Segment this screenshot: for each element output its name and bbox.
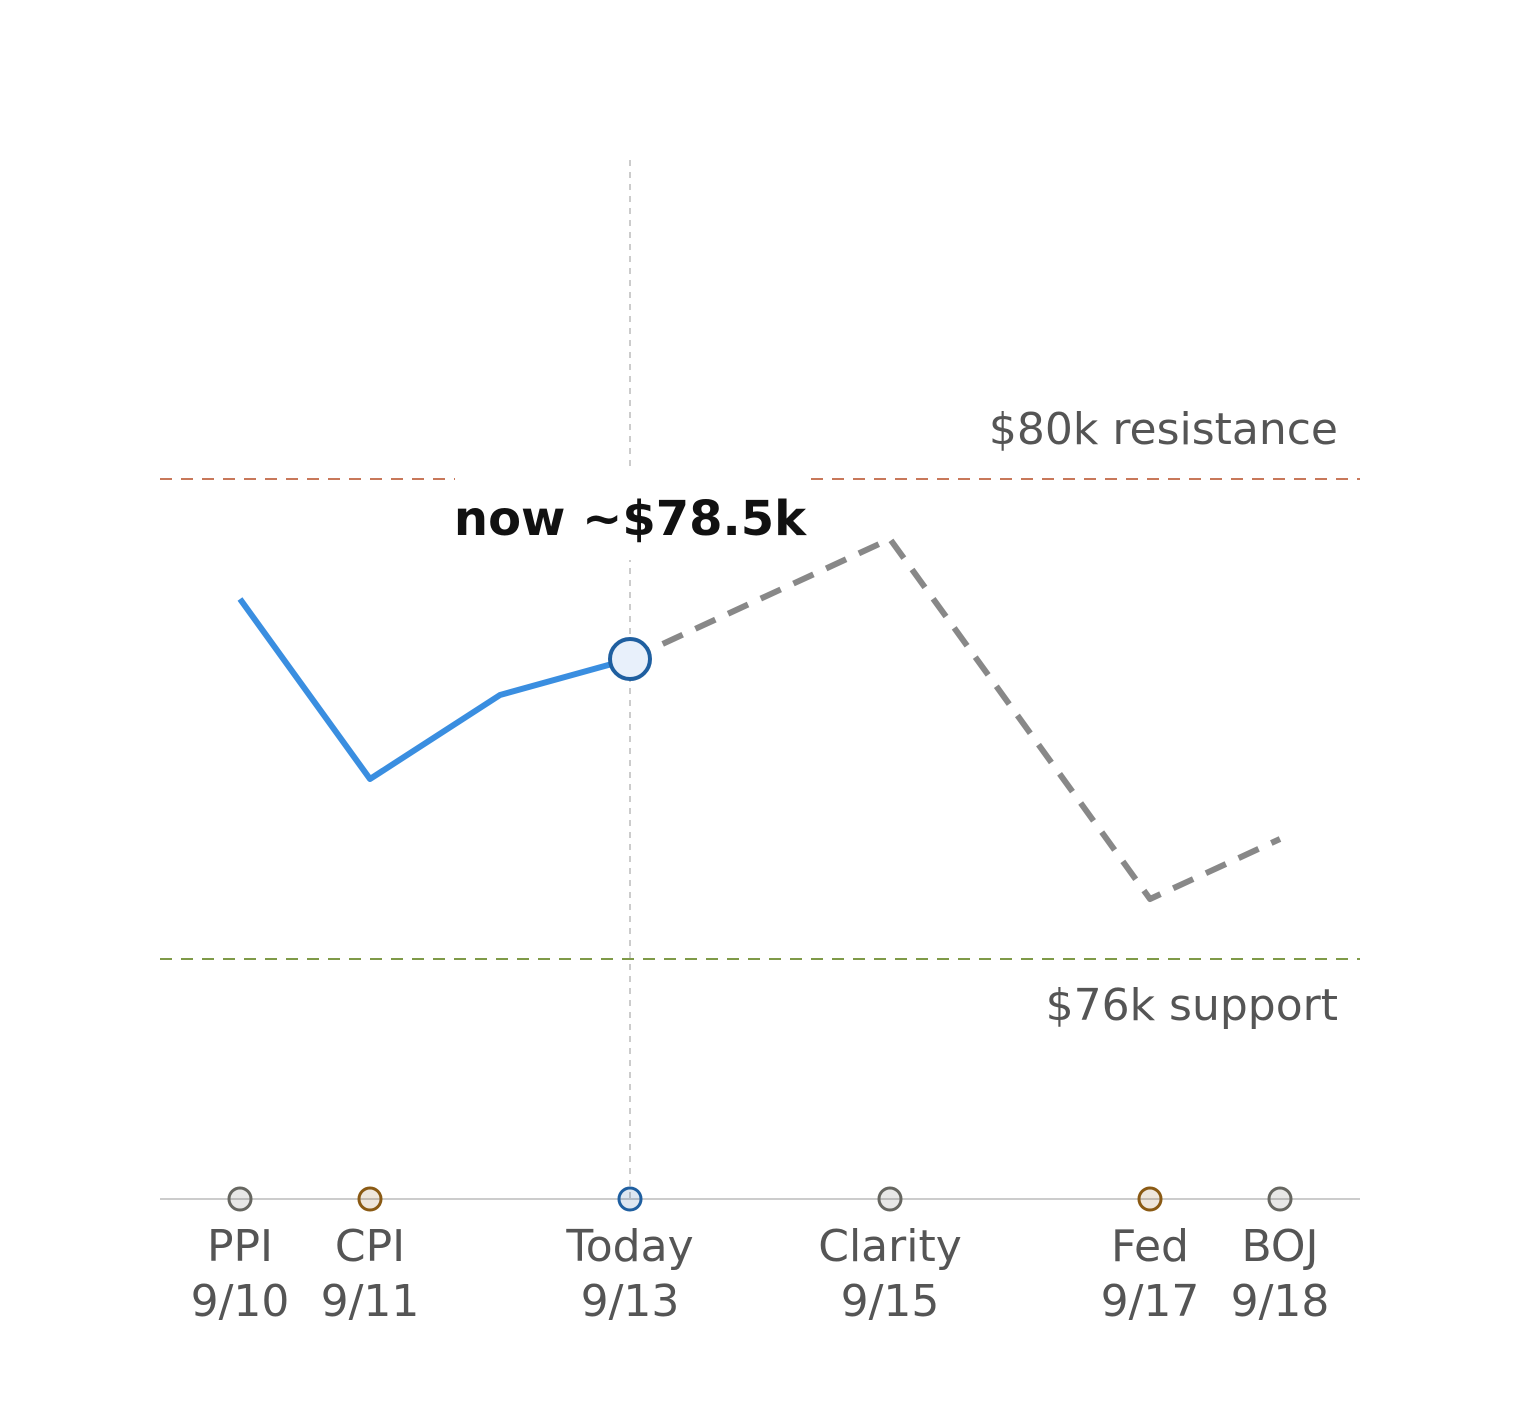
level-label: $80k resistance [989, 404, 1338, 455]
event-name: PPI [207, 1221, 273, 1272]
event-dot [617, 1186, 643, 1212]
event-name: BOJ [1241, 1221, 1318, 1272]
event-dot [1267, 1186, 1293, 1212]
level-label: $76k support [1046, 980, 1338, 1031]
event-name: Fed [1111, 1221, 1189, 1272]
event-date: 9/13 [581, 1276, 680, 1327]
event-date: 9/10 [191, 1276, 290, 1327]
event-date: 9/11 [321, 1276, 420, 1327]
annotation-bg [455, 470, 810, 560]
event-dot [877, 1186, 903, 1212]
annotation: now ~$78.5k [454, 491, 807, 547]
event-name: CPI [335, 1221, 405, 1272]
price-line [237, 597, 631, 782]
forecast-line [628, 536, 1282, 902]
event-dot [227, 1186, 253, 1212]
event-date: 9/18 [1231, 1276, 1330, 1327]
event-date: 9/15 [841, 1276, 940, 1327]
event-dot [357, 1186, 383, 1212]
event-date: 9/17 [1101, 1276, 1200, 1327]
event-name: Clarity [818, 1221, 962, 1272]
now-marker [608, 637, 652, 681]
event-name: Today [565, 1221, 693, 1272]
event-dot [1137, 1186, 1163, 1212]
